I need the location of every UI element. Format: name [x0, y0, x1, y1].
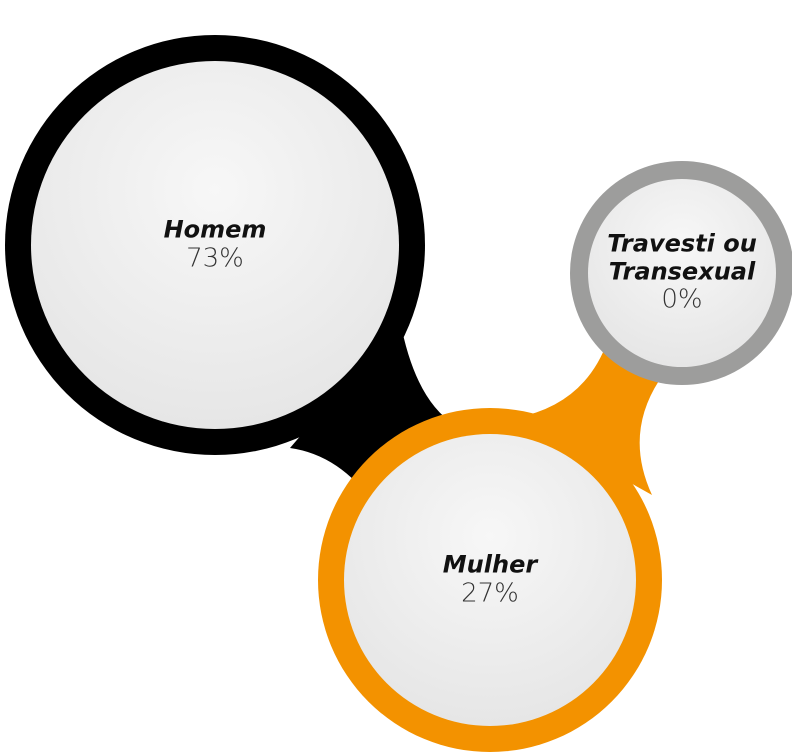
- category-label: Travesti ou Transexual: [607, 229, 757, 286]
- bubble-inner: [344, 434, 636, 726]
- bubble-label: Travesti ou Transexual 0%: [587, 230, 777, 315]
- bubble-inner: [588, 179, 776, 367]
- bubble-label: Mulher 27%: [380, 551, 600, 608]
- value-label: 0%: [661, 284, 703, 315]
- bubble-inner: [31, 61, 399, 429]
- bubble-label: Homem 73%: [95, 216, 335, 273]
- value-label: 73%: [186, 242, 244, 273]
- value-label: 27%: [461, 577, 519, 608]
- category-label: Mulher: [442, 550, 538, 579]
- category-label: Homem: [163, 215, 267, 244]
- connector: [515, 340, 665, 495]
